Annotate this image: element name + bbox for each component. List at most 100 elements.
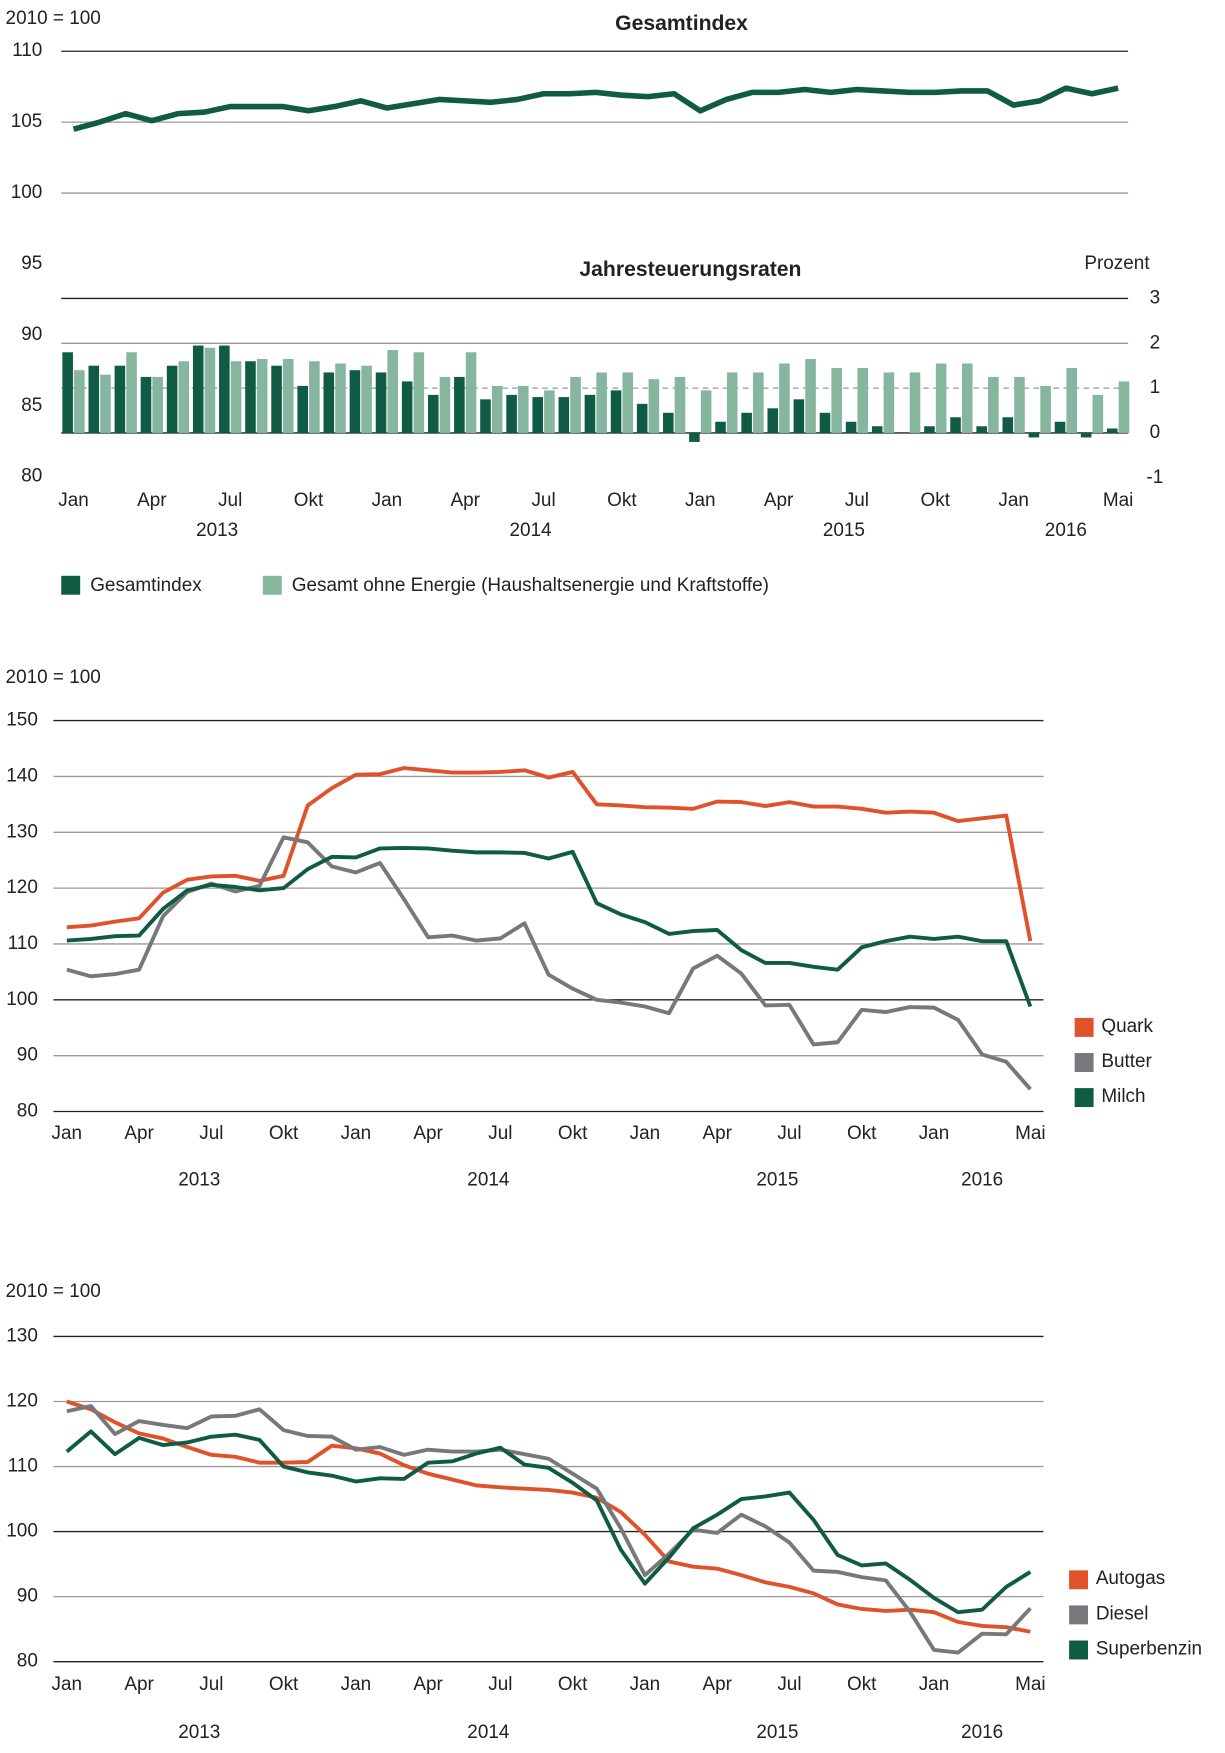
legend-swatch [61, 575, 81, 595]
bar [741, 412, 752, 433]
legend-swatch [262, 575, 282, 595]
bar [1040, 385, 1051, 433]
y-tick-label: 85 [21, 395, 42, 416]
legend-label: Autogas [1096, 1568, 1165, 1589]
bar [935, 363, 947, 433]
bar [831, 367, 842, 433]
line [66, 766, 1033, 942]
x-tick-label: Jan [52, 1123, 83, 1144]
bar [140, 376, 152, 433]
x-tick-label: Okt [558, 1123, 588, 1144]
bar [256, 358, 268, 433]
bar [230, 361, 242, 433]
bar [245, 361, 256, 433]
bar [126, 352, 137, 433]
year-label: 2013 [178, 1170, 220, 1191]
bar [1066, 367, 1077, 433]
x-tick-label: Okt [269, 1674, 299, 1695]
x-tick-label: Okt [607, 490, 637, 511]
year-label: 2014 [467, 1170, 509, 1191]
line [72, 85, 1119, 132]
chart-title: Jahresteuerungsraten [579, 258, 801, 281]
x-tick-label: Apr [413, 1674, 442, 1695]
bar [819, 412, 831, 433]
line [66, 1399, 1031, 1634]
bar [793, 399, 805, 433]
x-tick-label: Jul [488, 1123, 512, 1144]
bar [1028, 432, 1040, 438]
bar [439, 376, 451, 433]
bar [88, 365, 100, 433]
bar [636, 403, 648, 433]
year-label: 2016 [961, 1170, 1003, 1191]
bar [100, 374, 111, 433]
bar [74, 370, 85, 433]
y-tick-label: 110 [8, 1456, 38, 1477]
year-label: 2015 [756, 1170, 798, 1191]
bar [570, 376, 581, 433]
bar [924, 426, 935, 433]
bar [491, 385, 503, 433]
bar [584, 394, 596, 433]
x-tick-label: Jan [998, 490, 1029, 511]
bar [166, 365, 178, 433]
legend-label: Gesamtindex [90, 575, 202, 596]
bar [845, 421, 857, 433]
x-tick-label: Mai [1015, 1123, 1045, 1144]
bar [753, 372, 764, 433]
bar [988, 376, 999, 433]
bar [1106, 428, 1118, 433]
legend-swatch [1069, 1570, 1089, 1590]
x-tick-label: Okt [269, 1123, 299, 1144]
bar [192, 345, 204, 433]
bar [726, 372, 738, 433]
y-tick-label: 100 [11, 182, 43, 203]
year-label: 2014 [509, 520, 551, 541]
x-tick-label: Okt [921, 490, 951, 511]
x-tick-label: Jul [531, 490, 555, 511]
bar [857, 367, 869, 433]
x-tick-label: Jul [777, 1123, 801, 1144]
year-label: 2015 [823, 520, 865, 541]
x-tick-label: Jul [777, 1674, 801, 1695]
bar [596, 372, 607, 433]
legend-label: Milch [1101, 1086, 1145, 1107]
bar [961, 363, 973, 433]
x-tick-label: Okt [847, 1674, 877, 1695]
y-axis-label: 2010 = 100 [6, 667, 101, 688]
x-tick-label: Jul [199, 1674, 223, 1695]
bar [387, 350, 399, 433]
x-tick-label: Jan [919, 1123, 950, 1144]
y-axis-label: 2010 = 100 [6, 1281, 101, 1302]
legend-swatch [1069, 1640, 1089, 1660]
bar [1014, 376, 1025, 433]
x-tick-label: Okt [294, 490, 324, 511]
bar [558, 397, 570, 433]
bar [361, 365, 372, 433]
bar [610, 390, 622, 433]
legend-label: Butter [1101, 1051, 1151, 1072]
year-label: 2015 [756, 1722, 798, 1743]
x-tick-label: Apr [702, 1123, 731, 1144]
y-tick-label: 140 [6, 765, 38, 786]
bar [883, 372, 895, 433]
y2-tick-label: -1 [1146, 467, 1163, 488]
x-tick-label: Jan [919, 1674, 950, 1695]
bar [976, 426, 987, 433]
bar [871, 426, 883, 433]
bar [375, 372, 387, 433]
y2-tick-label: 0 [1150, 422, 1161, 443]
bar [297, 385, 308, 433]
legend-swatch [1069, 1605, 1089, 1625]
x-tick-label: Apr [137, 490, 166, 511]
x-tick-label: Apr [413, 1123, 442, 1144]
year-label: 2014 [467, 1722, 509, 1743]
bar [689, 432, 700, 442]
bar [700, 390, 712, 433]
y-tick-label: 100 [6, 1521, 38, 1542]
bar [454, 376, 465, 433]
legend-swatch [1074, 1088, 1094, 1108]
x-tick-label: Mai [1103, 490, 1133, 511]
x-tick-label: Jan [630, 1123, 661, 1144]
